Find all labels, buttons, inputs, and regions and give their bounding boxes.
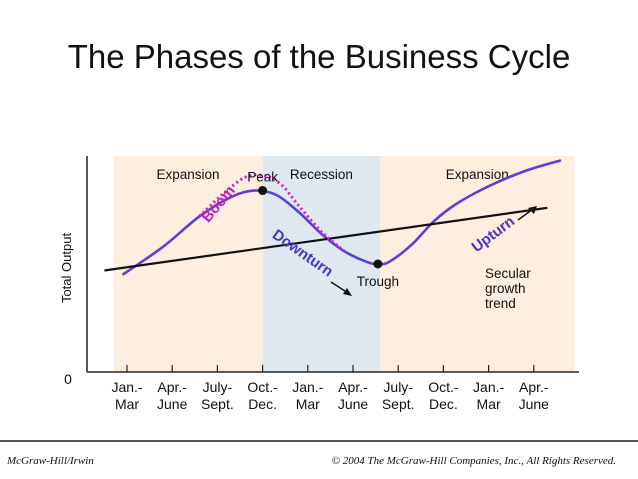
phase-band-2	[380, 156, 575, 372]
secular-trend-label: Secular growth trend	[485, 266, 531, 311]
secular-trend-line	[104, 206, 548, 272]
peak-label: Peak	[247, 170, 278, 185]
x-tick-label-6: July-Sept.	[382, 379, 415, 412]
peak-marker	[258, 186, 268, 196]
footer-publisher: McGraw-Hill/Irwin	[7, 455, 94, 467]
footer-copyright: © 2004 The McGraw-Hill Companies, Inc., …	[331, 455, 616, 467]
upturn-arrowhead	[528, 206, 537, 214]
x-tick-label-9: Apr.-June	[519, 379, 550, 412]
x-tick-label-1: Apr.-June	[157, 379, 188, 412]
upturn-arrow	[517, 208, 534, 221]
x-tick-label-2: July-Sept.	[201, 379, 234, 412]
y-zero-label: 0	[64, 371, 72, 387]
slide-title: The Phases of the Business Cycle	[67, 38, 571, 75]
x-tick-label-0: Jan.-Mar	[111, 379, 142, 412]
trough-marker	[373, 259, 383, 269]
footer-divider	[0, 440, 638, 442]
x-tick-label-3: Oct.-Dec.	[247, 379, 278, 412]
x-tick-label-7: Oct.-Dec.	[428, 379, 459, 412]
phase-band-1	[262, 156, 381, 372]
business-cycle-chart: Expansion Recession Expansion Jan.-Mar Apr.…	[59, 156, 579, 412]
trough-label: Trough	[357, 274, 399, 289]
y-axis-label: Total Output	[59, 233, 74, 303]
business-cycle-curve	[121, 159, 562, 276]
x-tick-label-4: Jan.-Mar	[292, 379, 323, 412]
phase-label-2: Expansion	[446, 167, 509, 182]
x-tick-label-5: Apr.-June	[338, 379, 369, 412]
x-tick-label-8: Jan.-Mar	[473, 379, 504, 412]
phase-label-0: Expansion	[156, 167, 219, 182]
downturn-arrowhead	[343, 288, 352, 296]
phase-band-0	[113, 156, 263, 372]
phase-label-1: Recession	[290, 167, 353, 182]
